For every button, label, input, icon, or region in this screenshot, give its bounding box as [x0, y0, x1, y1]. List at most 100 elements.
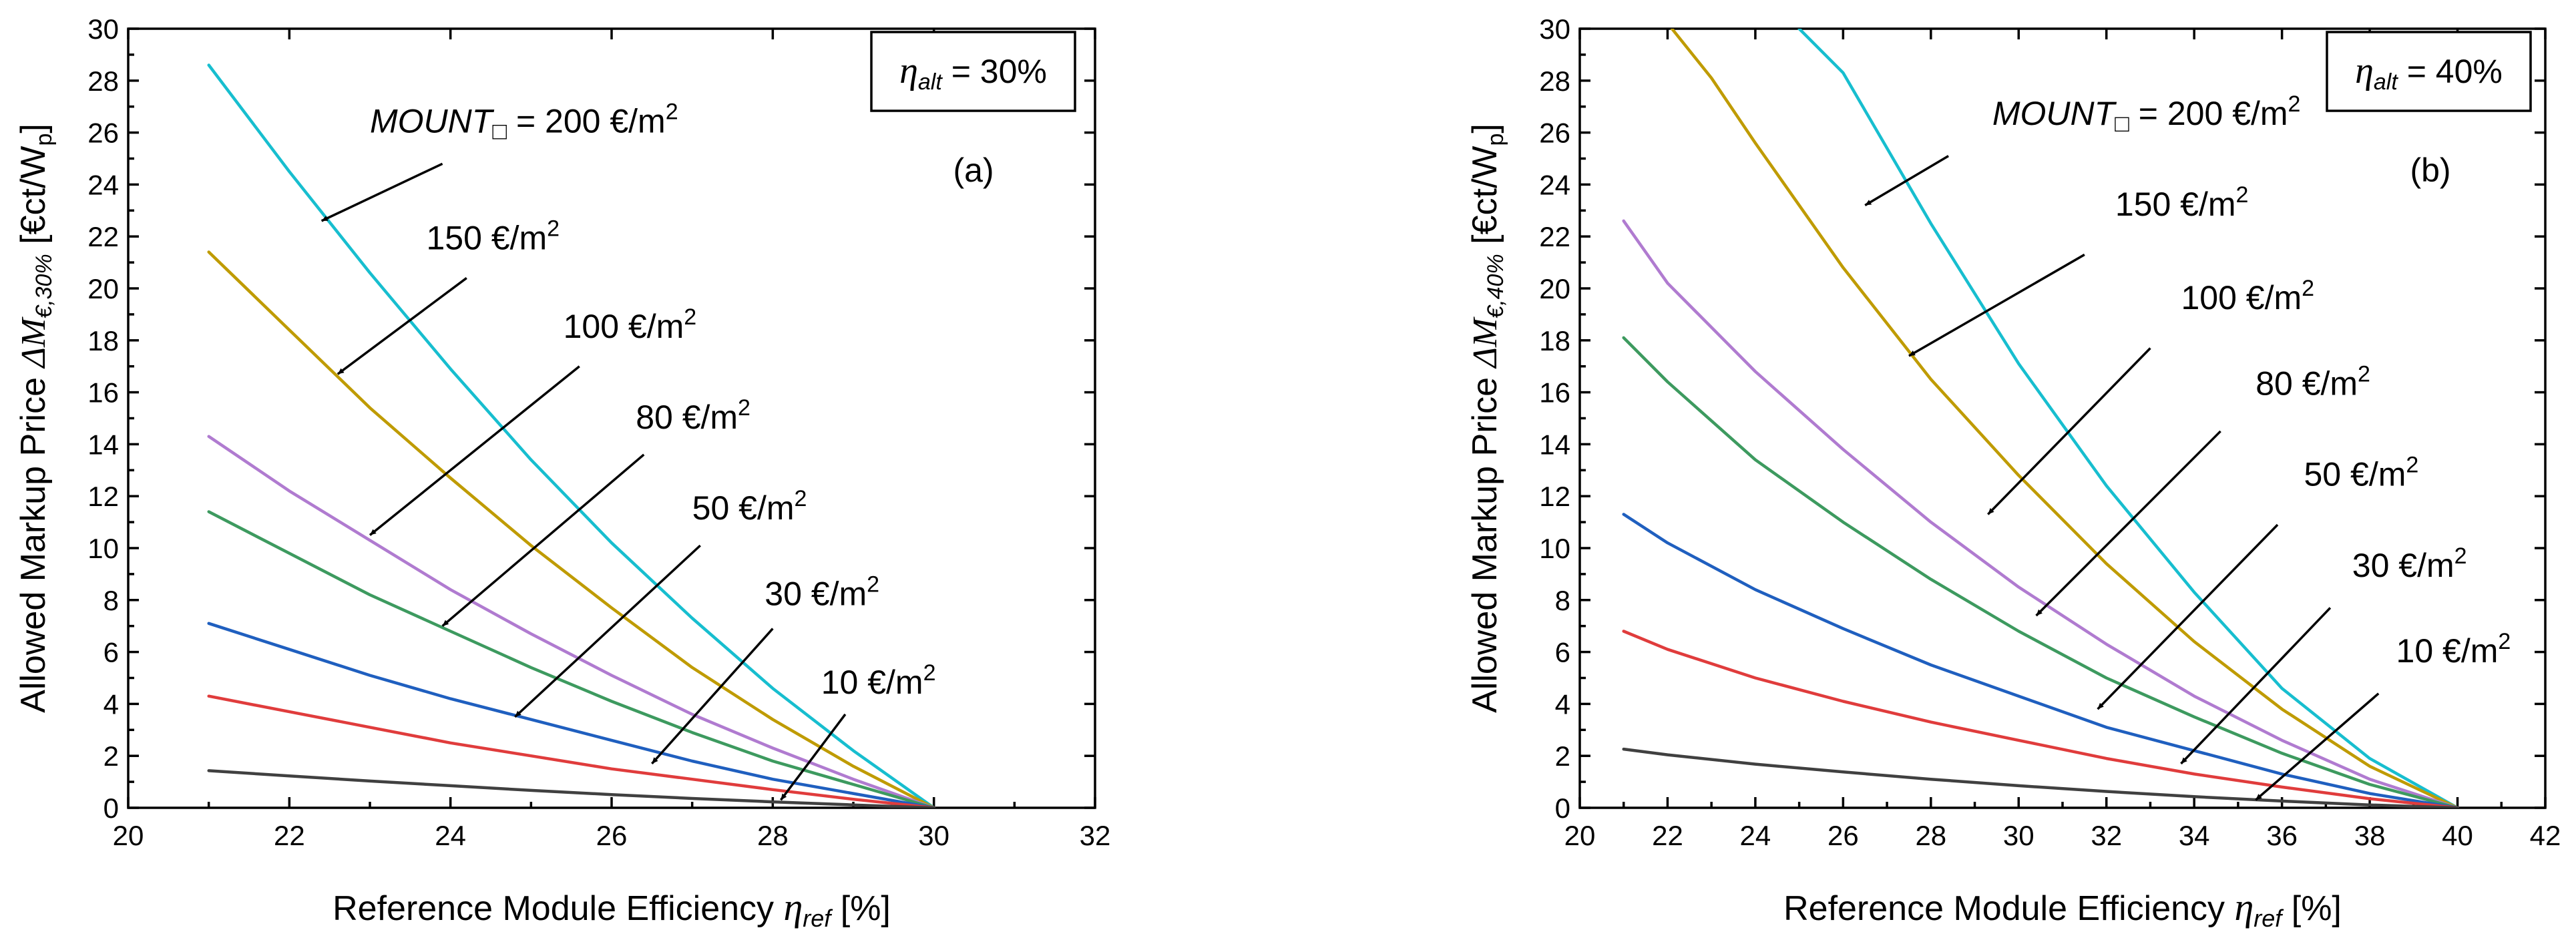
chart-panel-a: 20 22 24 26 28 30 3202468101214161820222426283… [14, 13, 1110, 932]
x-tick-label: 32 [1080, 820, 1111, 851]
series-annotation-label: MOUNT□ = 200 €/m2 [370, 99, 678, 145]
x-tick-label: 24 [435, 820, 466, 851]
series-annotation-label: 10 €/m2 [2396, 629, 2511, 670]
y-tick-label: 0 [103, 792, 119, 824]
efficiency-legend-text: ηalt = 30% [899, 50, 1047, 95]
series-line-50-per-m2 [1622, 513, 2459, 808]
series-annotation-label: 30 €/m2 [2352, 543, 2467, 584]
annotation-arrow [1864, 155, 1950, 207]
y-axis-title: Allowed Markup Price ΔM€,40% [€ct/Wp] [1466, 124, 1508, 713]
series-annotation-label: 50 €/m2 [692, 486, 807, 527]
series-line-10-per-m2 [207, 769, 935, 808]
x-tick-label: 30 [2003, 820, 2034, 851]
y-tick-label: 30 [87, 13, 119, 45]
x-tick-label: 30 [918, 820, 949, 851]
y-tick-label: 16 [87, 377, 119, 409]
series-annotation-label: 100 €/m2 [2181, 276, 2314, 316]
y-tick-label: 26 [87, 117, 119, 149]
series-line-10-per-m2 [1622, 747, 2459, 808]
annotation-arrow [337, 277, 467, 375]
annotation-arrow [369, 365, 580, 536]
y-tick-label: 12 [1539, 481, 1570, 512]
y-tick-label: 0 [1555, 792, 1570, 824]
y-tick-label: 4 [1555, 688, 1570, 720]
y-tick-label: 2 [1555, 740, 1570, 772]
x-axis-title: Reference Module Efficiency ηref [%] [333, 885, 891, 932]
series-annotation-label: 30 €/m2 [765, 572, 879, 613]
y-tick-label: 18 [1539, 325, 1570, 357]
annotation-arrow [2180, 607, 2332, 765]
efficiency-legend-text: ηalt = 40% [2355, 50, 2503, 95]
y-tick-label: 16 [1539, 377, 1570, 409]
series-line-150-per-m2 [1670, 29, 2459, 808]
y-axis-title: Allowed Markup Price ΔM€,30% [€ct/Wp] [14, 124, 57, 713]
y-tick-label: 10 [1539, 533, 1570, 564]
annotation-arrow [2035, 430, 2221, 617]
x-tick-label: 34 [2179, 820, 2210, 851]
annotation-arrow [1908, 253, 2085, 357]
y-tick-label: 12 [87, 481, 119, 512]
x-tick-label: 28 [757, 820, 789, 851]
x-tick-label: 28 [1915, 820, 1946, 851]
series-line-30-per-m2 [207, 694, 935, 808]
annotation-arrow [2097, 523, 2279, 710]
y-tick-label: 30 [1539, 13, 1570, 45]
y-tick-label: 6 [103, 637, 119, 668]
x-tick-label: 24 [1740, 820, 1771, 851]
panel-label: (a) [953, 152, 994, 189]
y-tick-label: 2 [103, 740, 119, 772]
x-tick-label: 40 [2442, 820, 2473, 851]
annotation-arrow [441, 453, 645, 628]
series-line-200-per-m2 [1797, 29, 2459, 808]
y-tick-label: 6 [1555, 637, 1570, 668]
annotation-arrow [651, 628, 774, 765]
x-tick-label: 32 [2091, 820, 2122, 851]
annotation-arrow [1987, 347, 2151, 515]
efficiency-legend-box [2326, 31, 2532, 112]
y-tick-label: 20 [1539, 273, 1570, 304]
y-tick-label: 24 [87, 169, 119, 200]
y-tick-label: 4 [103, 688, 119, 720]
y-tick-label: 22 [87, 221, 119, 252]
panel-label: (b) [2410, 152, 2450, 189]
series-annotation-label: 80 €/m2 [636, 395, 750, 436]
annotation-arrow [780, 713, 847, 801]
series-line-100-per-m2 [1622, 219, 2459, 808]
series-annotation-label: 100 €/m2 [564, 304, 697, 345]
series-line-200-per-m2 [207, 63, 935, 808]
y-tick-label: 14 [1539, 429, 1570, 460]
x-tick-label: 38 [2354, 820, 2386, 851]
y-tick-label: 8 [1555, 585, 1570, 616]
series-annotation-label: 80 €/m2 [2256, 361, 2370, 402]
series-annotation-label: 50 €/m2 [2304, 453, 2419, 493]
series-line-80-per-m2 [207, 510, 935, 808]
annotation-arrow [2255, 692, 2380, 801]
x-tick-label: 26 [1828, 820, 1859, 851]
y-tick-label: 28 [1539, 65, 1570, 97]
y-tick-label: 28 [87, 65, 119, 97]
x-tick-label: 22 [274, 820, 305, 851]
x-tick-label: 36 [2266, 820, 2298, 851]
plot-frame [1578, 27, 2547, 809]
y-tick-label: 8 [103, 585, 119, 616]
x-tick-label: 26 [596, 820, 628, 851]
series-line-30-per-m2 [1622, 630, 2459, 808]
x-tick-label: 20 [1564, 820, 1596, 851]
y-tick-label: 14 [87, 429, 119, 460]
series-line-100-per-m2 [207, 435, 935, 808]
x-tick-label: 22 [1652, 820, 1683, 851]
y-tick-label: 22 [1539, 221, 1570, 252]
efficiency-legend-box [870, 31, 1076, 112]
annotation-arrow [514, 544, 701, 718]
annotation-arrow [320, 162, 443, 222]
series-line-80-per-m2 [1622, 336, 2459, 808]
x-axis-title: Reference Module Efficiency ηref [%] [1783, 885, 2342, 932]
y-tick-label: 18 [87, 325, 119, 357]
y-tick-label: 24 [1539, 169, 1570, 200]
y-tick-label: 26 [1539, 117, 1570, 149]
series-annotation-label: MOUNT□ = 200 €/m2 [1992, 91, 2301, 137]
chart-panel-b: 20 22 24 26 28 30 32 34 36 38 40 420246810121416182… [1466, 13, 2561, 932]
y-tick-label: 20 [87, 273, 119, 304]
x-tick-label: 42 [2530, 820, 2561, 851]
